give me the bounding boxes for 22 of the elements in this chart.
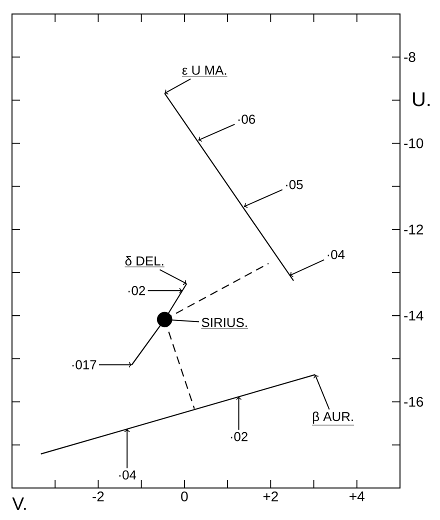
x-tick-label: 0 — [181, 492, 188, 502]
annotation: δ DEL. — [125, 256, 164, 266]
annotation: ·04 — [328, 250, 345, 260]
x-tick-label: -2 — [92, 492, 104, 502]
annotation: ·02 — [128, 286, 145, 296]
annotation: ·017 — [72, 360, 96, 370]
y-tick-label: -10 — [404, 138, 424, 148]
annotation: ·04 — [119, 470, 136, 480]
x-tick-label: +4 — [350, 492, 364, 502]
annotation: ·06 — [238, 114, 256, 124]
y-tick-label: -12 — [404, 224, 423, 234]
annotation: β AUR. — [312, 412, 353, 424]
annotation: SIRIUS. — [202, 318, 247, 328]
annotation: ε U MA. — [182, 66, 226, 75]
y-axis-title: U. — [413, 92, 430, 106]
annotation: ·05 — [286, 180, 303, 190]
x-axis-title: V. — [12, 498, 26, 510]
y-tick-label: -8 — [404, 52, 416, 62]
x-tick-label: +2 — [263, 492, 278, 502]
y-tick-label: -16 — [404, 396, 424, 407]
annotation: ·02 — [230, 432, 248, 442]
y-tick-label: -14 — [404, 310, 424, 320]
